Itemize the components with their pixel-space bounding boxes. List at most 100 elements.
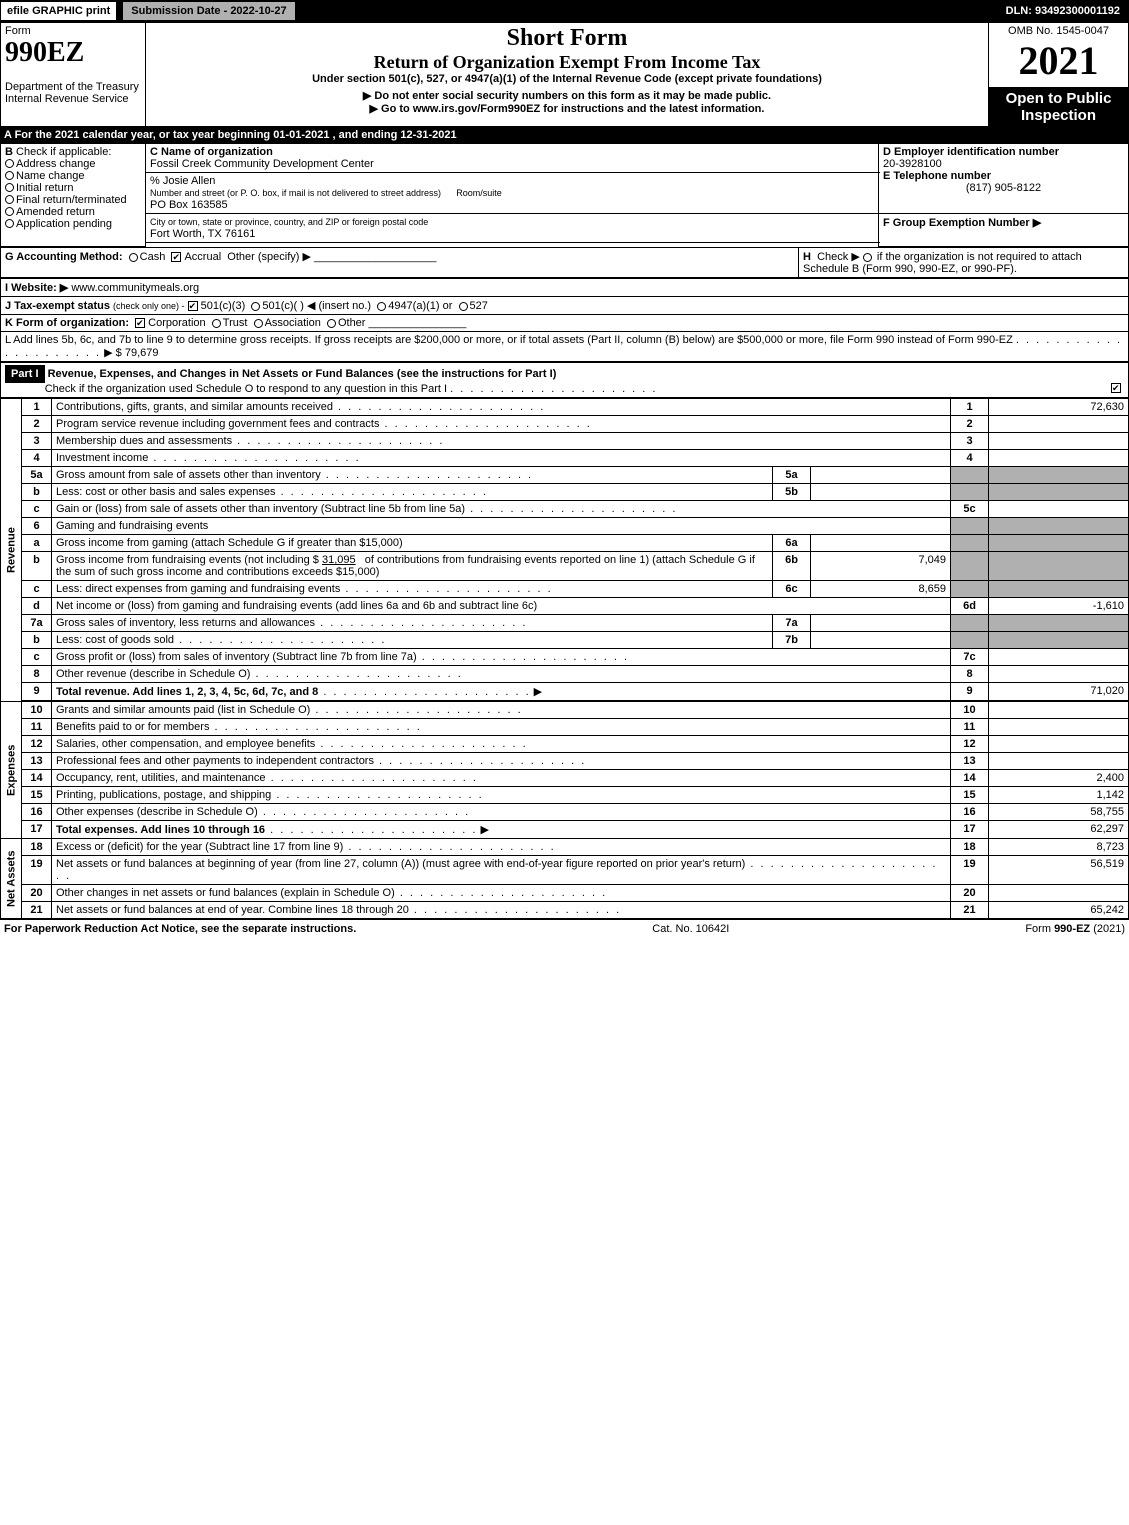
line-17-amt: 62,297	[989, 821, 1129, 839]
main-title: Return of Organization Exempt From Incom…	[150, 52, 984, 73]
final-return-label: Final return/terminated	[16, 194, 127, 206]
line-6b-amt: 7,049	[811, 552, 951, 581]
open-public-inspection: Open to Public Inspection	[989, 87, 1129, 126]
line-6c-text: Less: direct expenses from gaming and fu…	[56, 583, 340, 595]
org-name: Fossil Creek Community Development Cente…	[150, 158, 374, 170]
j-527-radio[interactable]	[459, 302, 468, 311]
h-check-text: Check ▶	[817, 251, 860, 263]
room-label: Room/suite	[456, 188, 502, 198]
line-3-amt	[989, 433, 1129, 450]
line-17-text: Total expenses. Add lines 10 through 16	[56, 824, 265, 836]
line-6d-text: Net income or (loss) from gaming and fun…	[56, 600, 537, 612]
j-4947-radio[interactable]	[377, 302, 386, 311]
line-5a-amt	[811, 467, 951, 484]
part1-schedule-o-check[interactable]	[1111, 383, 1121, 393]
website-link[interactable]: www.communitymeals.org	[71, 282, 199, 294]
goto-link[interactable]: ▶ Go to www.irs.gov/Form990EZ for instru…	[370, 103, 765, 115]
street-value: PO Box 163585	[150, 199, 228, 211]
line-6a-amt	[811, 535, 951, 552]
k-assoc-radio[interactable]	[254, 319, 263, 328]
k-other-radio[interactable]	[327, 319, 336, 328]
i-label: I Website: ▶	[5, 282, 68, 294]
line-6d-amt: -1,610	[989, 598, 1129, 615]
address-change-label: Address change	[16, 158, 96, 170]
form-number: 990EZ	[5, 37, 84, 68]
city-value: Fort Worth, TX 76161	[150, 228, 255, 240]
cash-radio[interactable]	[129, 253, 138, 262]
line-15-amt: 1,142	[989, 787, 1129, 804]
incare-of: % Josie Allen	[150, 175, 215, 187]
accrual-check[interactable]	[171, 252, 181, 262]
j-label: J Tax-exempt status	[5, 300, 110, 312]
line-16-amt: 58,755	[989, 804, 1129, 821]
k-assoc-label: Association	[265, 317, 321, 329]
line-13-text: Professional fees and other payments to …	[56, 755, 374, 767]
initial-return-radio[interactable]	[5, 183, 14, 192]
k-trust-label: Trust	[223, 317, 248, 329]
b-check-label: Check if applicable:	[16, 146, 111, 158]
line-20-text: Other changes in net assets or fund bala…	[56, 887, 395, 899]
line-5c-amt	[989, 501, 1129, 518]
k-corp-label: Corporation	[148, 317, 205, 329]
name-change-radio[interactable]	[5, 171, 14, 180]
section-a-row: A For the 2021 calendar year, or tax yea…	[0, 127, 1129, 143]
address-change-radio[interactable]	[5, 159, 14, 168]
line-10-amt	[989, 702, 1129, 719]
line-8-text: Other revenue (describe in Schedule O)	[56, 668, 250, 680]
line-3-text: Membership dues and assessments	[56, 435, 232, 447]
l-arrow: ▶ $	[104, 347, 122, 359]
line-2-amt	[989, 416, 1129, 433]
final-return-radio[interactable]	[5, 195, 14, 204]
line-11-text: Benefits paid to or for members	[56, 721, 209, 733]
g-label: G Accounting Method:	[5, 251, 123, 263]
form-header: Form 990EZ Department of the Treasury In…	[0, 22, 1129, 127]
line-9-text: Total revenue. Add lines 1, 2, 3, 4, 5c,…	[56, 686, 318, 698]
ein-value: 20-3928100	[883, 158, 942, 170]
netassets-side-label: Net Assets	[1, 839, 22, 919]
line-4-text: Investment income	[56, 452, 148, 464]
k-label: K Form of organization:	[5, 317, 129, 329]
line-1-amt: 72,630	[989, 399, 1129, 416]
line-7b-text: Less: cost of goods sold	[56, 634, 174, 646]
line-18-text: Excess or (deficit) for the year (Subtra…	[56, 841, 343, 853]
j-501c-label: 501(c)( ) ◀ (insert no.)	[262, 300, 371, 312]
page-footer: For Paperwork Reduction Act Notice, see …	[0, 919, 1129, 938]
irs-label: Internal Revenue Service	[5, 93, 129, 105]
efile-print-label[interactable]: efile GRAPHIC print	[1, 2, 118, 20]
line-6b-contrib-amt: 31,095	[322, 554, 356, 566]
amended-return-label: Amended return	[16, 206, 95, 218]
line-6a-text: Gross income from gaming (attach Schedul…	[56, 537, 403, 549]
line-16-text: Other expenses (describe in Schedule O)	[56, 806, 258, 818]
line-1-no: 1	[22, 399, 52, 416]
website-status-block: I Website: ▶ www.communitymeals.org J Ta…	[0, 278, 1129, 362]
j-501c-radio[interactable]	[251, 302, 260, 311]
line-5b-text: Less: cost or other basis and sales expe…	[56, 486, 276, 498]
amended-return-radio[interactable]	[5, 207, 14, 216]
revenue-side-label: Revenue	[1, 399, 22, 702]
h-label: H	[803, 251, 811, 263]
app-pending-label: Application pending	[16, 218, 112, 230]
line-8-amt	[989, 666, 1129, 683]
line-7a-text: Gross sales of inventory, less returns a…	[56, 617, 315, 629]
line-13-amt	[989, 753, 1129, 770]
accrual-label: Accrual	[184, 251, 221, 263]
k-corp-check[interactable]	[135, 318, 145, 328]
omb-number: OMB No. 1545-0047	[993, 25, 1124, 37]
h-radio[interactable]	[863, 253, 872, 262]
line-5b-amt	[811, 484, 951, 501]
j-501c3-check[interactable]	[188, 301, 198, 311]
tax-year: 2021	[993, 37, 1124, 84]
j-501c3-label: 501(c)(3)	[201, 300, 246, 312]
line-15-text: Printing, publications, postage, and shi…	[56, 789, 271, 801]
k-trust-radio[interactable]	[212, 319, 221, 328]
line-18-amt: 8,723	[989, 839, 1129, 856]
line-14-amt: 2,400	[989, 770, 1129, 787]
line-1-text: Contributions, gifts, grants, and simila…	[56, 401, 333, 413]
pra-notice: For Paperwork Reduction Act Notice, see …	[4, 923, 356, 935]
part1-title: Part I	[5, 365, 45, 383]
line-7c-amt	[989, 649, 1129, 666]
app-pending-radio[interactable]	[5, 219, 14, 228]
part1-check-text: Check if the organization used Schedule …	[45, 383, 447, 395]
street-label: Number and street (or P. O. box, if mail…	[150, 188, 441, 198]
line-10-text: Grants and similar amounts paid (list in…	[56, 704, 310, 716]
